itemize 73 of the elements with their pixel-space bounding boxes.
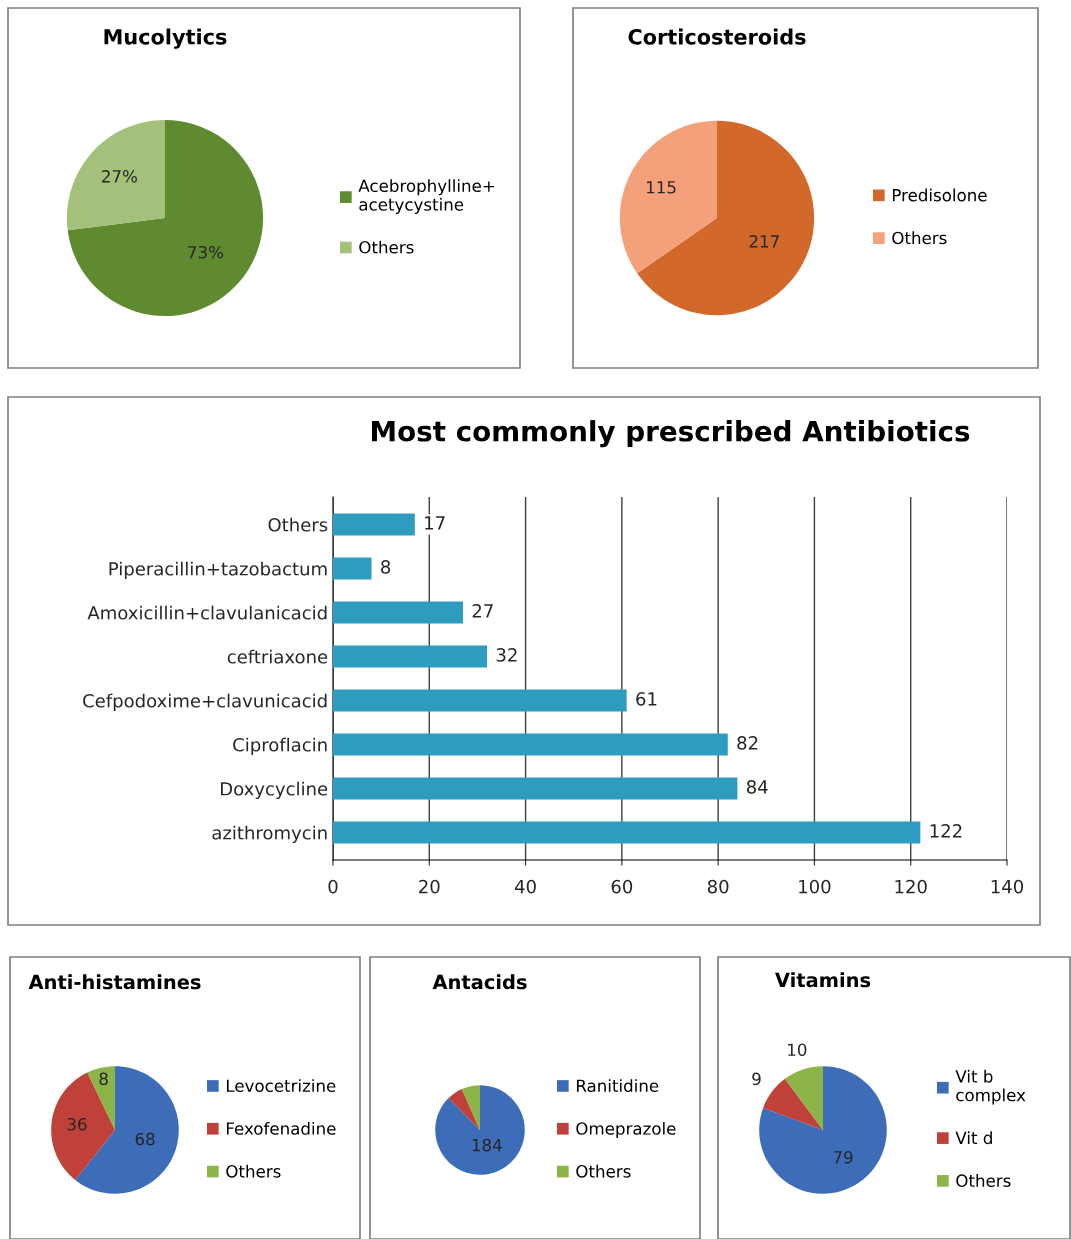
pie-slice (448, 1089, 480, 1130)
bar (333, 733, 728, 756)
legend-label: Acebrophylline+ acetycystine (358, 179, 495, 214)
pie-slice (87, 1066, 115, 1130)
legend-label: Others (359, 240, 414, 254)
data-label: 73% (188, 245, 224, 259)
chart-title: Most commonly prescribed Antibiotics (372, 420, 970, 448)
pie-slice (759, 1066, 887, 1194)
legend-label: Others (956, 1174, 1011, 1187)
data-label: 184 (472, 1138, 502, 1152)
legend-label: Vit d (955, 1131, 992, 1145)
data-label: 32 (496, 648, 517, 662)
pie-slice (619, 120, 717, 274)
legend-label: Others (576, 1164, 631, 1178)
y-tick-label: Amoxicillin+clavulanicacid (87, 605, 327, 620)
bar (333, 821, 921, 844)
x-tick-label: 0 (328, 879, 338, 894)
pie-slice (763, 1078, 823, 1130)
x-tick-label: 140 (991, 879, 1024, 894)
bar (333, 601, 463, 624)
data-label: 10 (788, 1043, 807, 1057)
chart-title: Corticosteroids (628, 28, 806, 45)
legend-label: Fexofenadine (226, 1121, 336, 1135)
chart-title: Antacids (432, 974, 527, 990)
x-tick-label: 120 (895, 879, 927, 894)
y-tick-label: Others (268, 517, 328, 532)
data-label: 17 (425, 516, 445, 530)
bar (333, 513, 415, 536)
bar (333, 557, 372, 580)
y-tick-label: Doxycycline (221, 781, 328, 800)
x-tick-label: 40 (514, 879, 536, 894)
pie-slice (435, 1085, 525, 1175)
chart-title: Vitamins (775, 972, 871, 988)
x-tick-label: 80 (707, 879, 729, 894)
pie-slice (51, 1072, 115, 1180)
data-label: 8 (381, 560, 391, 574)
data-label: 79 (833, 1151, 853, 1164)
pie-slice (67, 119, 264, 317)
x-tick-label: 60 (611, 879, 633, 894)
x-tick-label: 20 (419, 879, 440, 894)
pie-slice (461, 1085, 480, 1130)
data-label: 122 (930, 824, 962, 838)
legend-label: Omeprazole (576, 1121, 676, 1139)
data-label: 9 (752, 1072, 761, 1086)
y-tick-label: ceftriaxone (227, 649, 328, 664)
data-label: 68 (135, 1132, 155, 1146)
data-label: 27 (472, 604, 493, 618)
data-label: 27% (102, 170, 137, 183)
y-tick-label: azithromycin (212, 825, 327, 844)
legend-label: Ranitidine (576, 1079, 659, 1093)
x-tick-label: 100 (799, 879, 831, 894)
legend-label: Predisolone (892, 188, 987, 202)
legend-label: Levocetrizine (226, 1079, 336, 1093)
y-tick-label: Ciproflacin (233, 737, 327, 756)
bar (333, 645, 488, 668)
y-tick-label: Cefpodoxime+clavunicacid (83, 693, 327, 712)
legend-label: Others (892, 231, 947, 245)
data-label: 217 (749, 235, 779, 248)
data-label: 115 (646, 181, 676, 194)
y-tick-label: Piperacillin+tazobactum (109, 561, 327, 580)
pie-slice (784, 1066, 823, 1130)
bar (333, 777, 738, 800)
legend-label: Vit b complex (955, 1069, 1026, 1105)
bar (333, 689, 627, 712)
chart-title: Mucolytics (104, 28, 227, 49)
data-label: 8 (99, 1072, 108, 1086)
data-label: 82 (737, 736, 758, 750)
pie-slice (66, 119, 165, 231)
data-label: 84 (746, 780, 768, 794)
chart-title: Anti-histamines (28, 974, 201, 990)
data-label: 61 (636, 692, 657, 706)
pie-slice (637, 120, 815, 316)
data-label: 36 (67, 1117, 87, 1131)
